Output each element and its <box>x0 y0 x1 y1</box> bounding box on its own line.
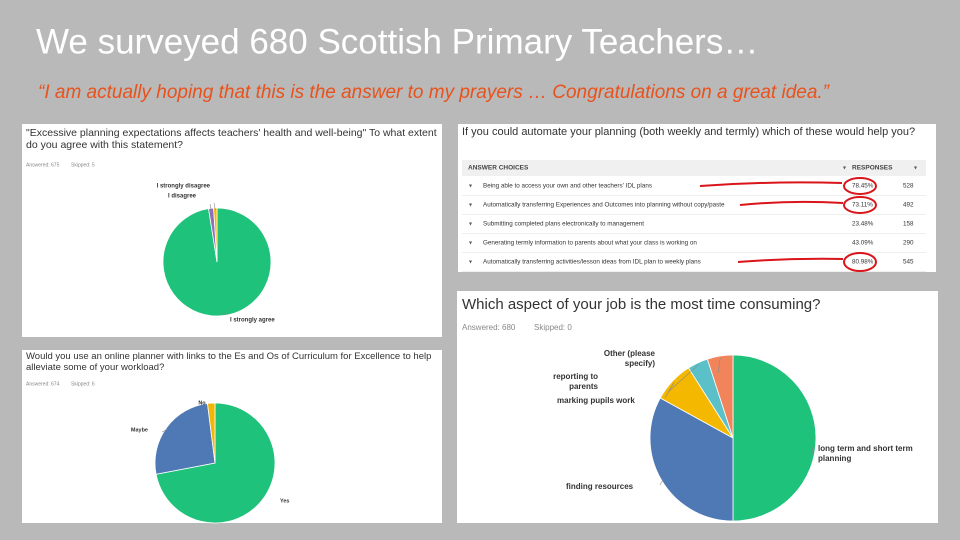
chart-stat: Answered: 680 <box>462 323 516 332</box>
highlight-line <box>699 181 843 187</box>
pie-label: marking pupils work <box>557 396 635 406</box>
table-cell: Automatically transferring activities/le… <box>483 259 701 266</box>
leader-line <box>213 202 216 211</box>
table-cell: 158 <box>903 221 914 228</box>
table-cell: 73.11% <box>852 202 873 209</box>
pie-label: I strongly disagree <box>157 184 211 190</box>
pie-label-box: reporting to parents <box>553 372 598 391</box>
highlight-circle <box>843 196 877 214</box>
highlight-line <box>737 257 844 263</box>
leader-line <box>659 479 664 486</box>
pie-label: No <box>198 400 206 406</box>
chart-title: Which aspect of your job is the most tim… <box>462 296 821 313</box>
sort-arrow: ▾ <box>914 166 917 172</box>
table-title-box: If you could automate your planning (bot… <box>462 126 916 138</box>
pie-label-box: Other (please specify) <box>603 349 655 368</box>
pie-label: reporting to parents <box>553 372 598 391</box>
row-toggle: ▾ <box>469 222 472 228</box>
leader-line <box>717 357 721 374</box>
pie-label: Other (please specify) <box>603 349 655 368</box>
chart-stat: Skipped: 6 <box>71 381 95 387</box>
row-toggle: ▾ <box>469 260 472 266</box>
leader-line <box>811 437 815 456</box>
pie-label-box: marking pupils work <box>557 396 635 406</box>
table-cell: Automatically transferring Experiences a… <box>483 202 725 209</box>
pie-slice <box>155 402 276 524</box>
chart-stat: Answered: 674 <box>26 381 60 387</box>
table-cell: 78.45% <box>852 183 874 190</box>
pie-label: Maybe <box>131 427 148 433</box>
chart-stat: Answered: 675 <box>26 162 60 168</box>
pie-label: I strongly agree <box>230 318 275 324</box>
table-cell: 545 <box>903 259 914 266</box>
table-cell: 290 <box>903 240 914 247</box>
leader-line <box>664 382 675 399</box>
table-title: If you could automate your planning (bot… <box>462 126 916 138</box>
pie-label: long term and short term planning <box>818 444 913 463</box>
leader-line <box>667 364 699 393</box>
table-cell: Submitting completed plans electronicall… <box>483 221 644 228</box>
leader-line <box>259 497 263 501</box>
leader-line <box>161 428 169 433</box>
pie-label: I disagree <box>168 194 197 200</box>
table-cell: 492 <box>903 202 914 209</box>
pie-slice <box>649 397 734 522</box>
row-toggle: ▾ <box>469 184 472 190</box>
chart-title: Would you use an online planner with lin… <box>26 352 432 373</box>
chart-title-box: Would you use an online planner with lin… <box>26 352 432 373</box>
table-cell: 43.09% <box>852 240 874 247</box>
pie-slice <box>213 207 218 263</box>
table-header-bg <box>462 160 926 176</box>
table-header: RESPONSES <box>852 165 893 172</box>
row-toggle: ▾ <box>469 241 472 247</box>
chart-stat: Skipped: 5 <box>71 162 95 168</box>
table: ANSWER CHOICES RESPONSES ▾ ▾ ▾ Being able to … <box>462 160 926 272</box>
pie-label: finding resources <box>566 482 634 492</box>
leader-line <box>209 203 212 211</box>
table-cell: Being able to access your own and other … <box>483 183 652 190</box>
table-cell: 23.48% <box>852 221 874 228</box>
highlight-circle <box>843 177 877 195</box>
table-cell: 80.98% <box>852 259 874 266</box>
table-cell: 528 <box>903 183 914 190</box>
row-toggle: ▾ <box>469 203 472 209</box>
slide-title: We surveyed 680 Scottish Primary Teacher… <box>36 22 758 61</box>
table-header: ANSWER CHOICES <box>468 165 529 172</box>
pie-slice <box>706 354 734 439</box>
chart-title-box: Which aspect of your job is the most tim… <box>462 296 821 313</box>
chart-stat: Skipped: 0 <box>534 323 572 332</box>
pie-label: Yes <box>280 498 289 504</box>
pie-label-box: finding resources <box>566 482 634 492</box>
chart-title-box: "Excessive planning expectations affects… <box>26 127 437 152</box>
pie-label-box: long term and short term planning <box>818 444 913 463</box>
annotations <box>699 177 877 272</box>
sort-arrow: ▾ <box>843 166 846 172</box>
quote: “I am actually hoping that this is the a… <box>38 82 831 103</box>
table-cell: Generating termly information to parents… <box>483 240 697 247</box>
pie-slice <box>154 403 216 475</box>
highlight-line <box>739 200 844 206</box>
pie-slice <box>207 402 216 464</box>
chart-title: "Excessive planning expectations affects… <box>26 127 437 152</box>
highlight-circle <box>843 252 877 272</box>
pie-slice <box>732 354 817 522</box>
